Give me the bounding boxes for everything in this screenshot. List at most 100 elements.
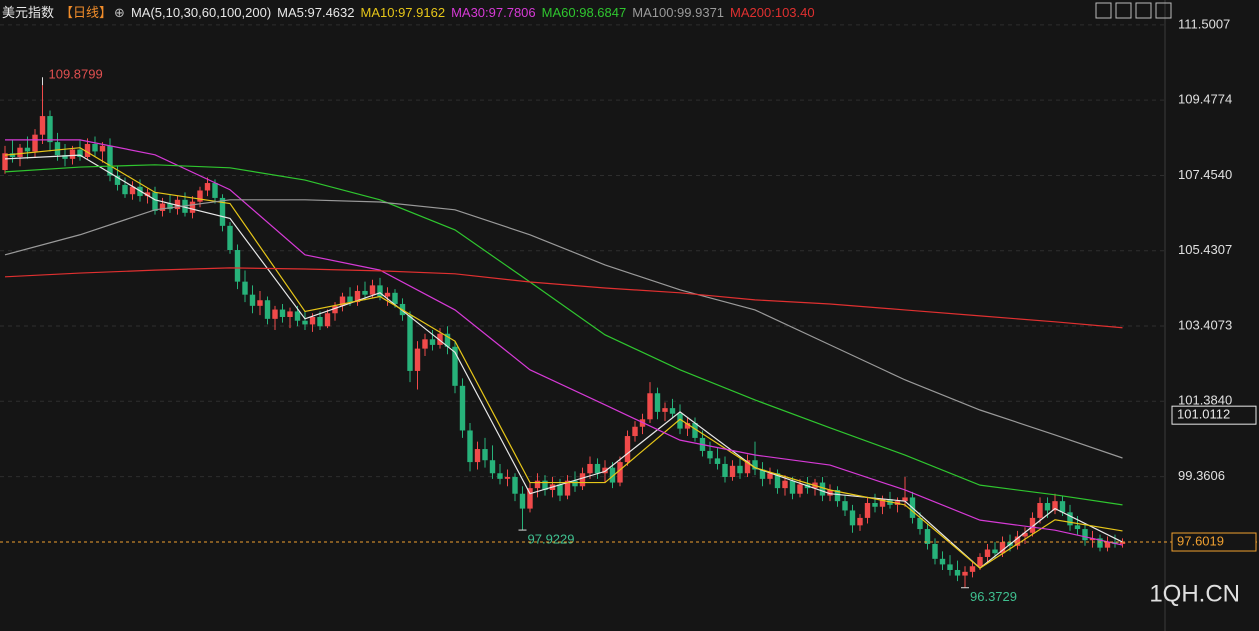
candle-body bbox=[347, 296, 353, 303]
candle-body bbox=[47, 116, 53, 143]
tool-icon[interactable] bbox=[1095, 2, 1112, 19]
candle-body bbox=[1067, 512, 1073, 526]
candle-body bbox=[264, 300, 271, 319]
candle-body bbox=[819, 482, 826, 496]
candle-body bbox=[692, 423, 698, 438]
candle-body bbox=[1097, 538, 1103, 548]
candle-body bbox=[977, 556, 983, 567]
candle-body bbox=[204, 183, 211, 191]
candle-body bbox=[437, 333, 443, 345]
candle-body bbox=[152, 192, 158, 211]
candle-body bbox=[752, 460, 758, 470]
candle-body bbox=[969, 566, 976, 572]
candle-body bbox=[864, 503, 871, 518]
legend-entry: MA60:98.6847 bbox=[541, 5, 627, 20]
candle-body bbox=[17, 147, 23, 158]
candle-body bbox=[984, 549, 991, 557]
candle-body bbox=[474, 449, 481, 463]
candle-body bbox=[557, 484, 563, 496]
candle-body bbox=[144, 192, 151, 197]
candle-body bbox=[69, 149, 76, 159]
candle-body bbox=[459, 385, 466, 431]
ma-line bbox=[4, 147, 1123, 569]
indicator[interactable]: MA(5,10,30,60,100,200) bbox=[130, 5, 272, 20]
candle-body bbox=[377, 285, 383, 297]
candle-body bbox=[272, 309, 278, 319]
watermark: 1QH.CN bbox=[1149, 580, 1240, 607]
candle-body bbox=[414, 348, 421, 371]
title: 美元指数 bbox=[2, 5, 55, 20]
y-tick-label: 103.4073 bbox=[1178, 317, 1232, 332]
candle-body bbox=[579, 473, 586, 487]
candle-body bbox=[1082, 529, 1088, 541]
candle-body bbox=[842, 501, 848, 511]
y-tick-label: 101.3840 bbox=[1178, 393, 1232, 408]
candle-body bbox=[384, 292, 391, 297]
candle-body bbox=[774, 473, 781, 489]
candle-body bbox=[114, 175, 121, 185]
candle-body bbox=[902, 497, 908, 502]
candle-body bbox=[1022, 532, 1028, 537]
candle-body bbox=[1014, 536, 1021, 546]
y-tick-label: 105.4307 bbox=[1178, 242, 1232, 257]
candle-body bbox=[542, 480, 548, 490]
candle-body bbox=[722, 463, 728, 477]
candle-body bbox=[707, 450, 713, 459]
tool-icon[interactable] bbox=[1155, 2, 1172, 19]
candle-body bbox=[962, 571, 968, 576]
candle-body bbox=[129, 186, 136, 195]
candle-body bbox=[782, 480, 788, 489]
price-tag-label: 101.0112 bbox=[1177, 407, 1230, 422]
candle-body bbox=[354, 290, 361, 303]
candle-body bbox=[617, 462, 623, 483]
candle-body bbox=[992, 549, 998, 554]
candle-body bbox=[1044, 503, 1051, 511]
period[interactable]: 【日线】 bbox=[60, 5, 113, 20]
candle-body bbox=[827, 489, 833, 496]
candle-body bbox=[1119, 542, 1126, 544]
add-icon[interactable]: ⊕ bbox=[114, 5, 125, 20]
candle-body bbox=[729, 465, 736, 477]
price-tag bbox=[1171, 532, 1257, 552]
low-label: 97.9229 bbox=[528, 532, 575, 547]
candle-body bbox=[1074, 525, 1081, 530]
tool-icon[interactable] bbox=[1135, 2, 1152, 19]
candle-body bbox=[279, 309, 286, 317]
candle-body bbox=[362, 290, 368, 295]
candle-body bbox=[92, 143, 98, 152]
candle-body bbox=[497, 473, 503, 479]
candle-body bbox=[309, 316, 316, 325]
candle-body bbox=[669, 408, 676, 414]
candle-body bbox=[587, 463, 593, 474]
candle-body bbox=[332, 305, 338, 314]
candle-body bbox=[647, 393, 653, 420]
ma-line bbox=[4, 164, 1123, 506]
candle-body bbox=[857, 517, 863, 526]
candle-body bbox=[302, 320, 308, 325]
candle-body bbox=[917, 517, 923, 530]
candle-body bbox=[684, 423, 691, 429]
ma-line bbox=[4, 267, 1123, 329]
legend-entry: MA30:97.7806 bbox=[451, 5, 536, 20]
candle-body bbox=[662, 408, 668, 412]
candle-body bbox=[849, 510, 856, 526]
candle-body bbox=[107, 145, 113, 176]
candle-body bbox=[759, 469, 766, 479]
candle-body bbox=[744, 460, 751, 474]
tool-icon[interactable] bbox=[1115, 2, 1132, 19]
candle-body bbox=[62, 155, 68, 159]
candle-body bbox=[369, 285, 376, 295]
high-label: 109.8799 bbox=[49, 67, 103, 82]
candle-body bbox=[212, 183, 218, 198]
toolbar[interactable] bbox=[1095, 2, 1172, 19]
candle-body bbox=[767, 473, 773, 479]
candle-body bbox=[1029, 517, 1036, 533]
candle-body bbox=[407, 315, 413, 371]
candle-body bbox=[219, 197, 226, 226]
candle-body bbox=[317, 316, 323, 327]
candle-body bbox=[339, 296, 346, 306]
candle-body bbox=[452, 346, 458, 386]
candle-body bbox=[422, 339, 428, 349]
